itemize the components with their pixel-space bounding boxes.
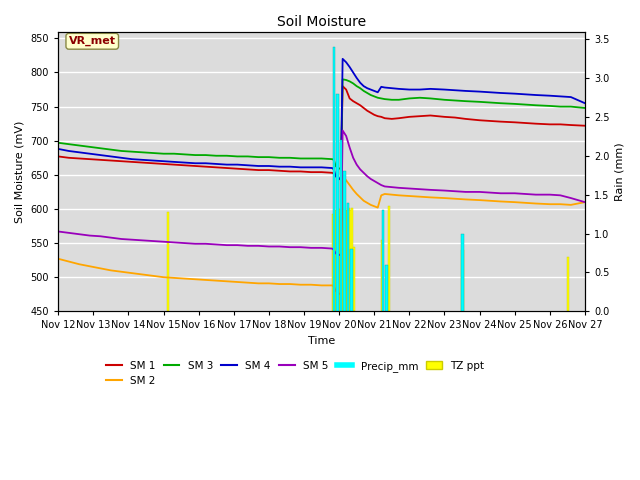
Bar: [461, 234, 464, 312]
X-axis label: Time: Time: [308, 336, 335, 346]
Bar: [342, 217, 344, 312]
Bar: [339, 209, 341, 312]
Bar: [381, 240, 383, 312]
Bar: [340, 140, 342, 312]
Bar: [333, 47, 335, 312]
Bar: [340, 216, 343, 312]
Bar: [385, 264, 388, 312]
Bar: [350, 249, 353, 312]
Bar: [348, 208, 350, 312]
Bar: [344, 219, 346, 312]
Legend: SM 1, SM 2, SM 3, SM 4, SM 5, Precip_mm, TZ ppt: SM 1, SM 2, SM 3, SM 4, SM 5, Precip_mm,…: [102, 357, 488, 390]
Y-axis label: Soil Moisture (mV): Soil Moisture (mV): [15, 120, 25, 223]
Bar: [349, 210, 351, 312]
Bar: [461, 250, 464, 312]
Bar: [351, 208, 353, 312]
Bar: [166, 212, 169, 312]
Bar: [353, 247, 355, 312]
Bar: [337, 208, 339, 312]
Bar: [343, 171, 346, 312]
Bar: [336, 94, 339, 312]
Bar: [332, 214, 334, 312]
Bar: [388, 205, 390, 312]
Bar: [346, 210, 348, 312]
Bar: [335, 210, 337, 312]
Title: Soil Moisture: Soil Moisture: [277, 15, 366, 29]
Text: VR_met: VR_met: [68, 36, 116, 47]
Y-axis label: Rain (mm): Rain (mm): [615, 142, 625, 201]
Bar: [347, 203, 349, 312]
Bar: [382, 210, 384, 312]
Bar: [567, 257, 570, 312]
